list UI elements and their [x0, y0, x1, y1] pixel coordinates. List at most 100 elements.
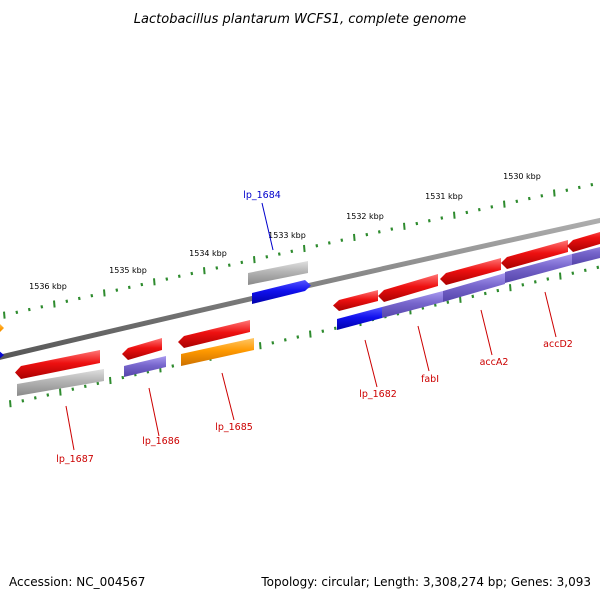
minor-tick — [15, 310, 19, 315]
minor-tick — [465, 210, 469, 215]
minor-tick — [521, 283, 525, 287]
gene-label-lp-1687[interactable]: lp_1687 — [56, 405, 94, 465]
minor-tick — [446, 300, 450, 304]
tick-label: 1536 kbp — [29, 282, 67, 291]
tick-label: 1534 kbp — [189, 249, 227, 258]
minor-tick — [571, 271, 575, 275]
partial-feature[interactable] — [0, 322, 4, 338]
gene-arrow-lp-1685[interactable] — [178, 320, 250, 348]
tick-label: 1530 kbp — [503, 172, 541, 181]
gene-label-lp-1685[interactable]: lp_1685 — [215, 372, 253, 433]
minor-tick — [46, 393, 50, 397]
minor-tick — [227, 263, 231, 267]
leader-line — [221, 372, 235, 421]
gene-label-acca2[interactable]: accA2 — [480, 309, 509, 368]
minor-tick — [96, 381, 100, 386]
gene-arrow-lp-1687[interactable] — [15, 350, 100, 379]
map-title: Lactobacillus plantarum WCFS1, complete … — [134, 12, 466, 27]
minor-tick — [490, 205, 494, 209]
gene-bar-lp-1685[interactable] — [181, 338, 254, 366]
gene-arrow-lp-1686[interactable] — [122, 338, 162, 360]
minor-tick — [415, 221, 419, 226]
tick-label: 1533 kbp — [268, 231, 306, 240]
major-tick — [203, 267, 206, 275]
minor-tick — [290, 249, 294, 254]
minor-tick — [427, 219, 431, 223]
major-tick — [153, 278, 156, 286]
major-tick — [553, 189, 556, 197]
gene-arrow-lp-1684[interactable] — [252, 280, 311, 304]
gene-bar-partial[interactable] — [572, 242, 600, 265]
minor-tick — [65, 299, 69, 303]
major-tick — [403, 222, 406, 230]
minor-tick — [365, 232, 369, 237]
gene-bar-lp-1686[interactable] — [124, 356, 166, 377]
gene-arrow-partial[interactable] — [567, 226, 600, 252]
minor-tick — [140, 282, 144, 287]
partial-feature[interactable] — [0, 344, 4, 360]
leader-line — [417, 325, 430, 372]
gene-name: lp_1682 — [359, 389, 397, 400]
gene-label-fabi[interactable]: fabI — [417, 325, 439, 385]
leader-line — [261, 202, 274, 251]
major-tick — [3, 311, 6, 319]
major-tick — [309, 330, 312, 338]
leader-line — [544, 291, 557, 338]
minor-tick — [440, 216, 444, 220]
leader-line — [364, 339, 378, 388]
minor-tick — [265, 255, 269, 259]
leader-line — [480, 309, 493, 356]
gene-bar-lp-1682[interactable] — [337, 307, 382, 330]
gene-bar-accD2[interactable] — [505, 254, 572, 283]
gene-arrow-accD2[interactable] — [501, 240, 568, 269]
major-tick — [353, 233, 356, 241]
minor-tick — [33, 396, 37, 400]
minor-tick — [177, 274, 181, 278]
major-tick — [509, 284, 512, 292]
gene-arrow-lp-1682[interactable] — [333, 290, 378, 311]
minor-tick — [171, 364, 175, 368]
minor-tick — [321, 329, 325, 333]
major-tick — [303, 244, 306, 253]
gene-labels: lp_1684 lp_1687 lp_1686 lp_1685 lp_1682 fabI a… — [56, 190, 573, 465]
minor-tick — [115, 288, 119, 292]
gene-label-lp-1682[interactable]: lp_1682 — [359, 339, 397, 400]
gene-name: lp_1686 — [142, 436, 180, 447]
minor-tick — [377, 230, 381, 234]
minor-tick — [277, 252, 281, 256]
gene-features — [0, 226, 600, 396]
minor-tick — [121, 375, 125, 380]
gene-bar-fabI[interactable] — [382, 291, 443, 318]
gene-label-lp-1686[interactable]: lp_1686 — [142, 387, 180, 447]
topology-text: Topology: circular; Length: 3,308,274 bp… — [260, 575, 591, 589]
minor-tick — [296, 335, 300, 339]
tick-label: 1531 kbp — [425, 192, 463, 201]
minor-tick — [190, 271, 194, 276]
minor-tick — [40, 305, 44, 309]
gene-label-accd2[interactable]: accD2 — [543, 291, 573, 350]
minor-tick — [340, 238, 344, 242]
minor-tick — [527, 196, 531, 201]
minor-tick — [71, 387, 75, 391]
major-tick — [259, 342, 262, 350]
major-tick — [559, 272, 562, 280]
major-tick — [103, 289, 106, 297]
minor-tick — [215, 266, 219, 270]
minor-tick — [27, 307, 31, 312]
gene-bar-lp-1687[interactable] — [17, 369, 104, 396]
gene-arrow-fabI[interactable] — [378, 274, 438, 302]
minor-tick — [333, 326, 337, 330]
accession-text: Accession: NC_004567 — [9, 575, 145, 589]
minor-tick — [315, 244, 319, 248]
minor-tick — [533, 280, 537, 284]
minor-tick — [546, 277, 550, 281]
minor-tick — [271, 341, 275, 345]
minor-tick — [590, 182, 594, 187]
gene-label-lp-1684[interactable]: lp_1684 — [243, 190, 281, 251]
minor-tick — [565, 188, 569, 192]
gene-bar-lp-1684[interactable] — [248, 261, 308, 285]
gene-bar-accA2[interactable] — [443, 273, 505, 302]
minor-tick — [540, 194, 544, 198]
gene-arrow-accA2[interactable] — [440, 258, 501, 285]
